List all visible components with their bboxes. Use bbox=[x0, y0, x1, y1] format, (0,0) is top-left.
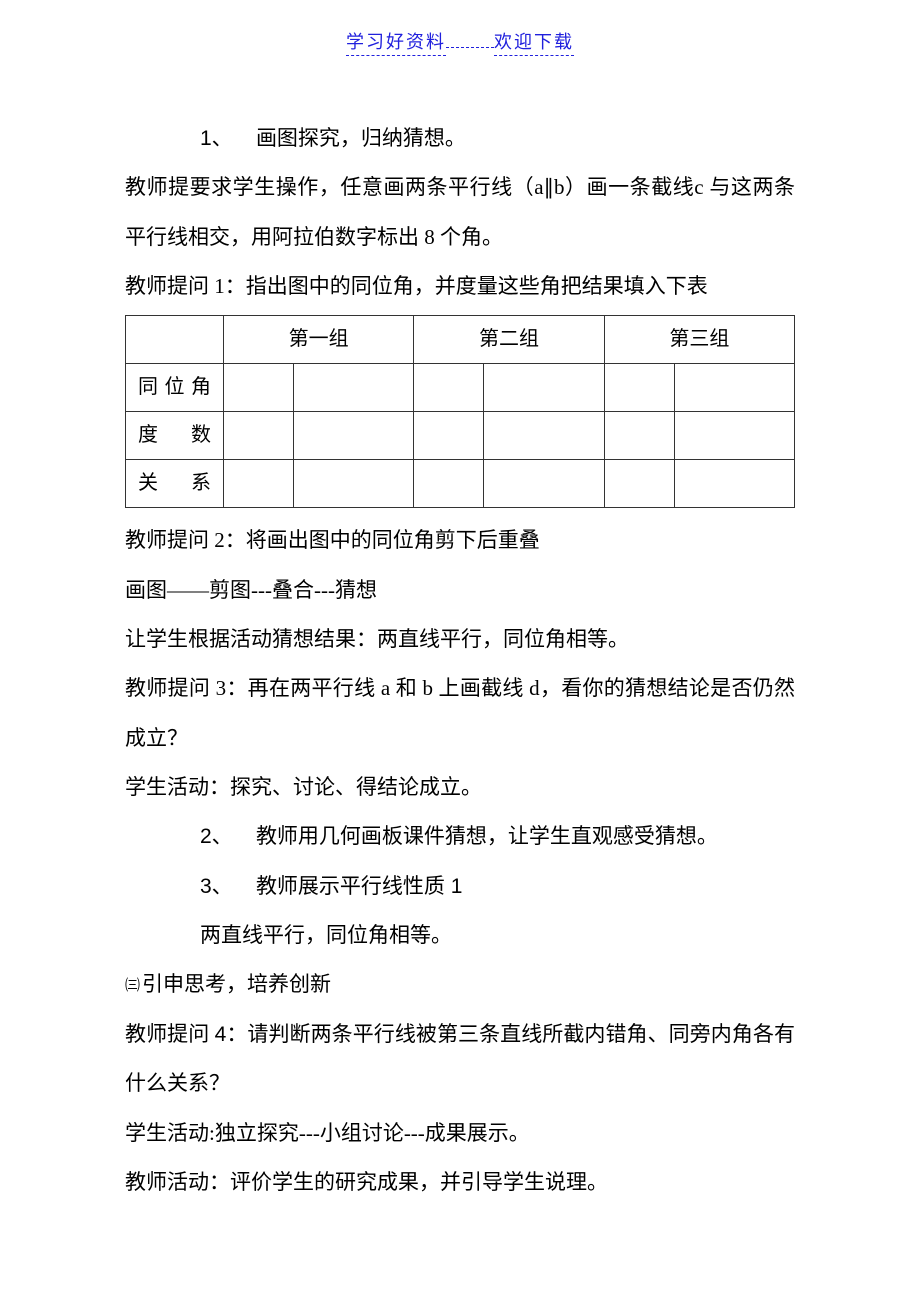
page-header: 学习好资料 欢迎下载 bbox=[0, 0, 920, 74]
cell bbox=[294, 364, 414, 412]
row-label-1: 同位角 bbox=[126, 364, 224, 412]
p9-c: ：请判断两条平行线被第三条直线所截内错角、同旁内角各有什么关系？ bbox=[125, 1022, 795, 1095]
paragraph-9: 教师提问 4：请判断两条平行线被第三条直线所截内错角、同旁内角各有什么关系？ bbox=[125, 1010, 795, 1109]
header-right-link: 欢迎下载 bbox=[494, 32, 574, 56]
paragraph-2: 教师提问 1：指出图中的同位角，并度量这些角把结果填入下表 bbox=[125, 262, 795, 311]
cell bbox=[674, 460, 794, 508]
table-row: 同位角 bbox=[126, 364, 795, 412]
cell bbox=[484, 460, 604, 508]
row-label-3: 关系 bbox=[126, 460, 224, 508]
list-item-1: 1、 画图探究，归纳猜想。 bbox=[125, 114, 795, 163]
row-label-2: 度数 bbox=[126, 412, 224, 460]
paragraph-3: 教师提问 2：将画出图中的同位角剪下后重叠 bbox=[125, 516, 795, 565]
cell bbox=[414, 412, 484, 460]
cell bbox=[674, 412, 794, 460]
cell bbox=[294, 412, 414, 460]
paragraph-4: 画图——剪图---叠合---猜想 bbox=[125, 566, 795, 615]
section-3-heading: ㈢引申思考，培养创新 bbox=[125, 960, 795, 1009]
table-header-row: 第一组 第二组 第三组 bbox=[126, 316, 795, 364]
table-row: 关系 bbox=[126, 460, 795, 508]
list-text-1: 画图探究，归纳猜想。 bbox=[256, 126, 466, 150]
cell bbox=[414, 460, 484, 508]
section-3-text: 引申思考，培养创新 bbox=[142, 972, 331, 996]
paragraph-7: 学生活动：探究、讨论、得结论成立。 bbox=[125, 763, 795, 812]
header-left-link: 学习好资料 bbox=[346, 32, 446, 56]
p9-a: 教师提问 bbox=[125, 1022, 215, 1046]
paragraph-1: 教师提要求学生操作，任意画两条平行线（a∥b）画一条截线c 与这两条平行线相交，… bbox=[125, 163, 795, 262]
header-gap bbox=[446, 47, 494, 48]
list-number-1: 1、 bbox=[200, 127, 233, 150]
cell bbox=[414, 364, 484, 412]
cell bbox=[604, 412, 674, 460]
document-body: 1、 画图探究，归纳猜想。 教师提要求学生操作，任意画两条平行线（a∥b）画一条… bbox=[0, 74, 920, 1207]
list-number-3: 3、 bbox=[200, 875, 233, 898]
paragraph-6: 教师提问 3：再在两平行线 a 和 b 上画截线 d，看你的猜想结论是否仍然成立… bbox=[125, 664, 795, 763]
th-group2: 第二组 bbox=[414, 316, 604, 364]
cell bbox=[224, 460, 294, 508]
p9-num: 4 bbox=[215, 1023, 227, 1046]
cell bbox=[224, 412, 294, 460]
cell bbox=[294, 460, 414, 508]
angle-table: 第一组 第二组 第三组 同位角 度数 关系 bbox=[125, 315, 795, 508]
table-row: 度数 bbox=[126, 412, 795, 460]
th-group3: 第三组 bbox=[604, 316, 794, 364]
list-item-2: 2、 教师用几何画板课件猜想，让学生直观感受猜想。 bbox=[125, 812, 795, 861]
cell bbox=[604, 364, 674, 412]
cell bbox=[604, 460, 674, 508]
list-text-3: 教师展示平行线性质 bbox=[256, 874, 445, 898]
paragraph-11: 教师活动：评价学生的研究成果，并引导学生说理。 bbox=[125, 1158, 795, 1207]
paragraph-10: 学生活动:独立探究---小组讨论---成果展示。 bbox=[125, 1109, 795, 1158]
cell bbox=[484, 364, 604, 412]
th-group1: 第一组 bbox=[224, 316, 414, 364]
cell bbox=[674, 364, 794, 412]
th-blank bbox=[126, 316, 224, 364]
list-tail-3: 1 bbox=[445, 875, 463, 898]
list-number-2: 2、 bbox=[200, 825, 233, 848]
list-item-3: 3、 教师展示平行线性质 1 bbox=[125, 862, 795, 911]
circled-three-icon: ㈢ bbox=[125, 978, 140, 994]
cell bbox=[484, 412, 604, 460]
cell bbox=[224, 364, 294, 412]
paragraph-8: 两直线平行，同位角相等。 bbox=[125, 911, 795, 960]
paragraph-5: 让学生根据活动猜想结果：两直线平行，同位角相等。 bbox=[125, 615, 795, 664]
list-text-2: 教师用几何画板课件猜想，让学生直观感受猜想。 bbox=[256, 824, 718, 848]
